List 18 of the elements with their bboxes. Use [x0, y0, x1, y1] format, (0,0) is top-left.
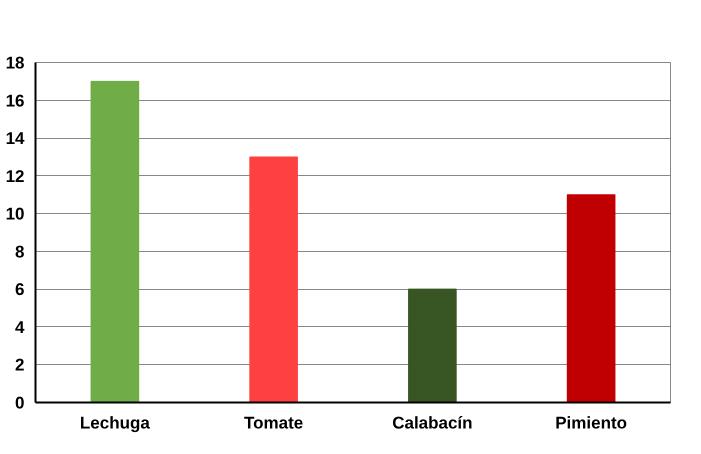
bar	[249, 156, 298, 402]
y-tick-label: 18	[6, 54, 25, 72]
x-tick-label: Lechuga	[80, 414, 150, 432]
bar	[90, 80, 140, 402]
y-tick-label: 10	[6, 204, 25, 224]
y-tick-label: 0	[15, 394, 25, 412]
x-tick-label: Calabacín	[392, 414, 473, 432]
y-tick-label: 4	[15, 318, 26, 337]
y-tick-label: 6	[15, 280, 25, 300]
y-tick-label: 8	[15, 242, 25, 262]
x-tick-label: Tomate	[244, 414, 304, 432]
bar	[408, 288, 457, 402]
y-tick-label: 14	[6, 129, 26, 148]
bar	[566, 194, 616, 402]
y-tick-label: 12	[6, 166, 25, 186]
y-tick-label: 2	[15, 356, 25, 375]
x-tick-label: Pimiento	[555, 414, 628, 432]
y-tick-label: 16	[6, 91, 25, 110]
